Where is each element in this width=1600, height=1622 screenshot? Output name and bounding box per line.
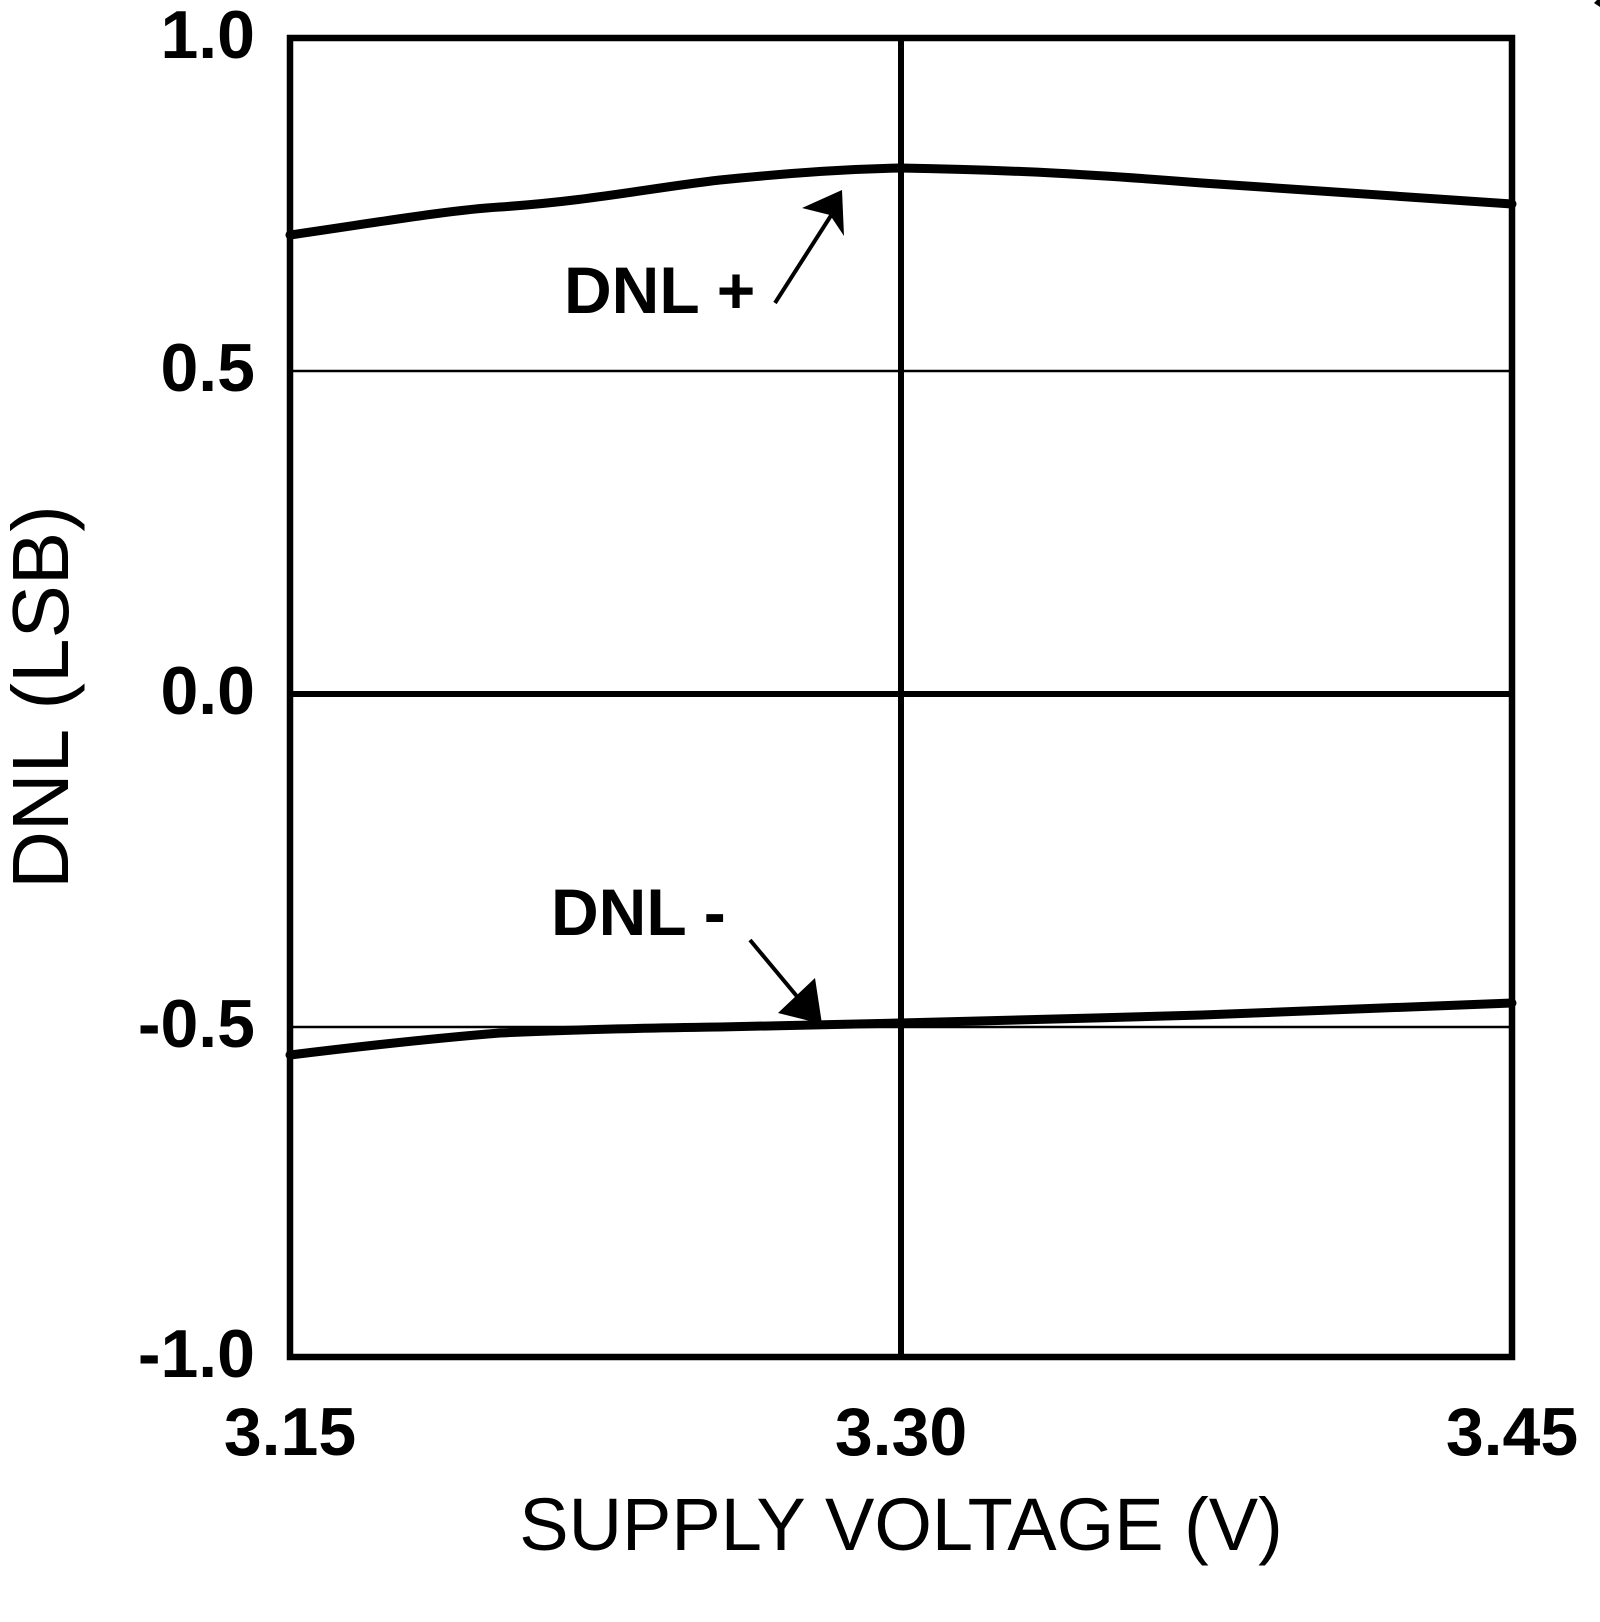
svg-text:0.0: 0.0 [160,653,255,729]
svg-text:DNL -: DNL - [551,875,726,949]
svg-text:0.5: 0.5 [160,330,255,406]
svg-text:DNL +: DNL + [564,253,755,327]
svg-text:-0.5: -0.5 [138,986,255,1062]
svg-text:1.0: 1.0 [160,0,255,73]
svg-text:SUPPLY VOLTAGE (V): SUPPLY VOLTAGE (V) [519,1483,1283,1566]
svg-text:3.15: 3.15 [224,1394,356,1470]
svg-text:3.45: 3.45 [1446,1394,1578,1470]
svg-text:-1.0: -1.0 [138,1316,255,1392]
svg-text:DNL (LSB): DNL (LSB) [0,505,85,889]
svg-text:3.30: 3.30 [835,1394,967,1470]
